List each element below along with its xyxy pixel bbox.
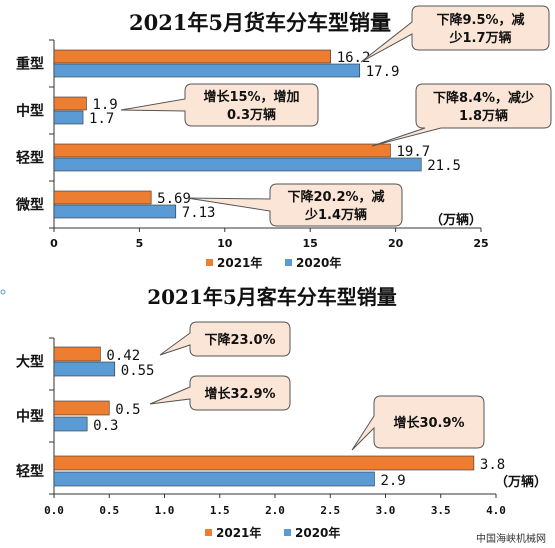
legend-swatch-2021 [206,259,213,266]
bar-2021 [53,49,331,64]
category-label: 轻型 [16,150,44,167]
data-label: 3.8 [480,457,505,473]
legend: 2021年 2020年 [206,255,341,270]
bar-2021 [53,400,110,416]
x-tick-label: 20 [388,237,404,250]
callout-shape [351,395,485,451]
unit-label: （万辆） [495,474,547,490]
bar-2020 [53,63,361,78]
x-tick-label: 1.5 [210,504,230,517]
x-tick-label: 2.5 [320,504,340,517]
callout-bubble: 增长15%，增加 0.3万辆 [120,83,319,127]
legend-swatch-2020 [285,259,292,266]
bar-2021 [53,455,475,471]
source-label: 中国海峡机械网 [476,532,546,545]
callout-text: 1.8万辆 [459,108,508,124]
x-tick-label: 1.0 [155,504,175,517]
x-tick-label: 2.0 [265,504,285,517]
bar-2020 [53,471,375,487]
callout-shape [360,5,550,63]
legend-swatch-2021 [205,529,212,536]
bar-2021 [53,346,101,362]
chart-2: 2021年5月客车分车型销量 0.0 0.5 1.0 1.5 2.0 2.5 3.0 3.5 4.… [16,285,547,540]
callout-shape [149,375,291,411]
unit-label: （万辆） [430,212,482,228]
category-label: 中型 [16,408,44,425]
chart-title: 2021年5月货车分车型销量 [129,10,391,35]
x-tick-label: 0 [50,237,58,250]
callout-text: 下降23.0% [204,332,275,348]
callout-text: 少1.4万辆 [304,207,367,223]
callout-text: 增长15%，增加 [203,89,299,105]
bar-2020 [53,416,88,432]
callout-text: 增长30.9% [393,415,464,431]
callout-text: 下降20.2%，减 [287,189,384,205]
legend: 2021年 2020年 [205,525,340,540]
legend-label: 2020年 [296,255,341,270]
x-tick-label: 15 [303,237,318,250]
data-label: 0.42 [106,348,140,364]
callout-shape [159,321,291,357]
callout-text: 下降8.4%，减少 [433,90,534,106]
category-label: 重型 [16,56,44,73]
data-label: 1.9 [92,97,117,113]
callout-text: 增长32.9% [204,386,275,402]
data-label: 2.9 [380,473,405,489]
data-label: 0.3 [93,418,118,434]
category-label: 中型 [16,103,44,120]
callout-text: 0.3万辆 [227,107,276,123]
category-label: 微型 [15,197,44,214]
chart-title: 2021年5月客车分车型销量 [147,285,397,309]
callout-shape [371,83,552,147]
bar-2021 [53,143,391,158]
legend-label: 2021年 [217,255,262,270]
x-tick-label: 10 [217,237,233,250]
data-label: 1.7 [89,111,114,127]
data-label: 7.13 [182,205,216,221]
callout-bubble: 下降9.5%，减少1.7万辆 [360,5,550,63]
bar-2021 [53,96,87,111]
bar-2020 [53,110,84,125]
callout-text: 少1.7万辆 [448,30,511,46]
callout-shape [120,83,319,127]
bar-2020 [53,204,177,219]
callout-bubble: 下降20.2%，减少1.4万辆 [186,183,403,227]
category-label: 轻型 [16,463,44,480]
x-tick-label: 0.5 [99,504,119,517]
x-tick-label: 5 [136,237,144,250]
data-label: 0.55 [121,363,155,379]
data-label: 19.7 [396,144,430,160]
x-tick-label: 0.0 [44,504,64,517]
callout-text: 下降9.5%，减 [436,12,524,28]
bar-2020 [53,157,422,172]
callout-bubble: 下降23.0% [159,321,291,357]
data-label: 0.5 [115,402,140,418]
x-tick-label: 25 [473,237,488,250]
category-label: 大型 [16,354,44,371]
legend-label: 2020年 [295,525,340,540]
x-tick-label: 3.0 [376,504,396,517]
callout-bubble: 增长32.9% [149,375,291,411]
legend-label: 2021年 [216,525,261,540]
x-tick-label: 4.0 [486,504,506,517]
x-tick-label: 3.5 [431,504,451,517]
data-label: 5.69 [157,191,191,207]
bar-2020 [53,361,116,377]
legend-swatch-2020 [284,529,291,536]
callout-bubble: 增长30.9% [351,395,485,451]
data-label: 17.9 [366,64,400,80]
dot-marker [0,289,6,295]
bar-2021 [53,190,152,205]
callout-shape [186,183,403,227]
callout-bubble: 下降8.4%，减少 1.8万辆 [371,83,552,147]
data-label: 21.5 [427,158,461,174]
